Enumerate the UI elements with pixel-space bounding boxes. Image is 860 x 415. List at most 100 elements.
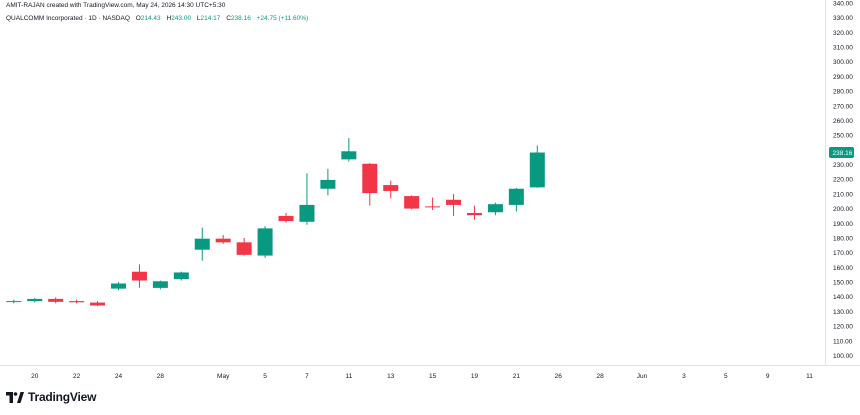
price-tick-label: 130.00 [833, 309, 853, 316]
price-tick-label: 210.00 [833, 191, 853, 198]
time-axis: 20 22 24 28 May 5 7 11 13 15 19 21 26 28 Jun 3 5 9 11 [31, 373, 813, 380]
candle-body [466, 212, 482, 216]
candle[interactable] [425, 197, 441, 211]
price-tick-label: 190.00 [833, 221, 853, 228]
price-tick-label: 180.00 [833, 235, 853, 242]
price-tick-label: 150.00 [833, 280, 853, 287]
low-key: L [196, 15, 201, 22]
candle[interactable] [48, 297, 64, 304]
tradingview-logo-icon [6, 391, 24, 403]
price-tick-label: 120.00 [833, 324, 853, 331]
candle-body [131, 271, 147, 281]
candle[interactable] [487, 202, 503, 216]
candle[interactable] [508, 188, 524, 212]
candle-body [299, 204, 315, 222]
price-axis: 100.00 110.00 120.00 130.00 140.00 150.00 160.… [829, 0, 854, 360]
tradingview-wordmark: TradingView [28, 390, 97, 404]
candle-body [446, 199, 462, 205]
time-tick-label: 26 [555, 373, 563, 380]
time-tick-label: Jun [637, 373, 648, 380]
candle[interactable] [6, 299, 22, 304]
last-price-label: 238.16 [833, 150, 853, 157]
price-tick-label: 290.00 [833, 74, 853, 81]
price-tick-label: 330.00 [833, 15, 853, 22]
open-value: 214.43 [140, 15, 161, 22]
candle-body [425, 206, 441, 208]
price-tick-label: 140.00 [833, 294, 853, 301]
candle-body [404, 196, 420, 209]
candle[interactable] [90, 301, 106, 307]
candle[interactable] [341, 138, 357, 162]
chart-caption: AMIT-RAJAN created with TradingView.com,… [6, 2, 226, 9]
time-tick-label: 5 [263, 373, 267, 380]
candle[interactable] [236, 237, 252, 256]
candle-body [6, 301, 22, 303]
price-tick-label: 270.00 [833, 103, 853, 110]
price-tick-label: 310.00 [833, 45, 853, 52]
candle[interactable] [111, 282, 126, 291]
price-tick-label: 300.00 [833, 59, 853, 66]
candle-body [320, 179, 336, 189]
time-tick-label: 28 [597, 373, 605, 380]
candle[interactable] [194, 227, 210, 261]
time-tick-label: 11 [345, 373, 352, 380]
candle[interactable] [404, 195, 420, 210]
last-price-badge [829, 147, 854, 159]
candle[interactable] [215, 235, 231, 244]
time-tick-label: May [217, 373, 230, 380]
chart-legend: QUALCOMM Incorporated · 1D · NASDAQ O214… [6, 15, 308, 22]
price-tick-label: 230.00 [833, 162, 853, 169]
candle-body [173, 272, 189, 280]
candle[interactable] [131, 264, 147, 288]
price-tick-label: 220.00 [833, 177, 853, 184]
tradingview-brand[interactable]: TradingView [6, 389, 96, 405]
time-tick-label: 5 [724, 373, 728, 380]
candle[interactable] [383, 180, 399, 199]
close-value: 238.16 [230, 15, 251, 22]
price-tick-label: 320.00 [833, 30, 853, 37]
candle[interactable] [173, 271, 189, 281]
candle[interactable] [320, 168, 336, 196]
price-tick-label: 260.00 [833, 118, 853, 125]
candle[interactable] [446, 193, 462, 216]
candle-body [362, 163, 378, 194]
candle[interactable] [529, 145, 545, 188]
price-tick-label: 200.00 [833, 206, 853, 213]
plot-frame [0, 0, 860, 366]
time-tick-label: 3 [682, 373, 686, 380]
price-tick-label: 160.00 [833, 265, 853, 272]
close-key: C [226, 15, 231, 22]
candle-body [194, 238, 210, 250]
candle[interactable] [466, 205, 482, 220]
candle[interactable] [278, 212, 294, 223]
time-tick-label: 15 [429, 373, 437, 380]
price-tick-label: 100.00 [833, 353, 853, 360]
candle[interactable] [69, 299, 85, 304]
time-tick-label: 22 [73, 373, 81, 380]
candle[interactable] [362, 163, 378, 206]
time-tick-label: 7 [305, 373, 309, 380]
candle-body [90, 302, 106, 306]
candle[interactable] [27, 298, 43, 303]
candle[interactable] [152, 280, 168, 290]
candle-body [215, 238, 231, 243]
time-tick-label: 9 [766, 373, 770, 380]
candle[interactable] [299, 173, 315, 225]
candle-body [236, 242, 252, 255]
price-tick-label: 280.00 [833, 89, 853, 96]
candle-body [341, 151, 357, 160]
low-value: 214.17 [200, 15, 221, 22]
open-key: O [135, 15, 141, 22]
time-tick-label: 11 [806, 373, 813, 380]
time-tick-label: 21 [513, 373, 521, 380]
price-tick-label: 110.00 [833, 338, 853, 345]
candle-body [257, 228, 273, 256]
candle-body [27, 298, 43, 302]
candle[interactable] [257, 226, 273, 258]
candle-body [278, 215, 294, 222]
candle-body [508, 188, 524, 205]
candle-body [487, 204, 503, 213]
change-value: +24.75 (+11.60%) [256, 15, 309, 22]
